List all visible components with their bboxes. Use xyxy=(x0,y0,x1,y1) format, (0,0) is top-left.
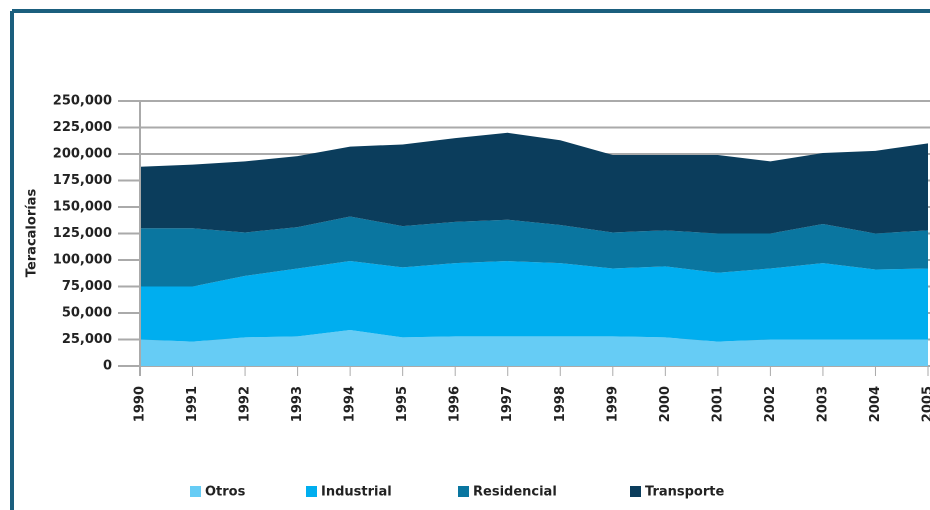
legend-label: Industrial xyxy=(321,485,392,500)
y-tick-label: 200,000 xyxy=(53,147,112,162)
legend-label: Otros xyxy=(205,485,246,500)
x-tick-label: 2003 xyxy=(815,386,830,422)
x-tick-label: 2001 xyxy=(710,386,725,422)
y-tick-label: 25,000 xyxy=(62,332,112,347)
x-tick-label: 1992 xyxy=(238,386,253,422)
y-tick-label: 75,000 xyxy=(62,279,112,294)
y-tick-label: 100,000 xyxy=(53,253,112,268)
x-tick-label: 2000 xyxy=(658,386,673,422)
legend-swatch xyxy=(458,486,469,497)
y-tick-label: 225,000 xyxy=(53,120,112,135)
x-tick-label: 1993 xyxy=(290,386,305,422)
x-tick-label: 1991 xyxy=(185,386,200,422)
x-tick-label: 1996 xyxy=(448,386,463,422)
legend-swatch xyxy=(190,486,201,497)
y-tick-label: 250,000 xyxy=(53,94,112,109)
area xyxy=(140,132,928,234)
x-tick-label: 1994 xyxy=(343,386,358,422)
x-tick-label: 1999 xyxy=(605,386,620,422)
legend-swatch xyxy=(630,486,641,497)
y-axis-label: Teracalorías xyxy=(25,189,40,278)
legend-label: Transporte xyxy=(645,485,724,500)
area xyxy=(140,329,928,366)
area xyxy=(140,261,928,342)
legend-swatch xyxy=(306,486,317,497)
x-tick-label: 1995 xyxy=(395,386,410,422)
y-tick-label: 125,000 xyxy=(53,226,112,241)
x-tick-label: 1998 xyxy=(553,386,568,422)
y-tick-label: 150,000 xyxy=(53,200,112,215)
y-tick-label: 50,000 xyxy=(62,306,112,321)
legend-label: Residencial xyxy=(473,485,557,500)
x-tick-label: 2002 xyxy=(763,386,778,422)
x-tick-label: 2004 xyxy=(868,386,883,422)
y-tick-label: 175,000 xyxy=(53,173,112,188)
x-tick-label: 2005 xyxy=(921,386,930,422)
x-tick-label: 1990 xyxy=(133,386,148,422)
area xyxy=(140,216,928,287)
x-tick-label: 1997 xyxy=(500,386,515,422)
y-tick-label: 0 xyxy=(103,359,112,374)
